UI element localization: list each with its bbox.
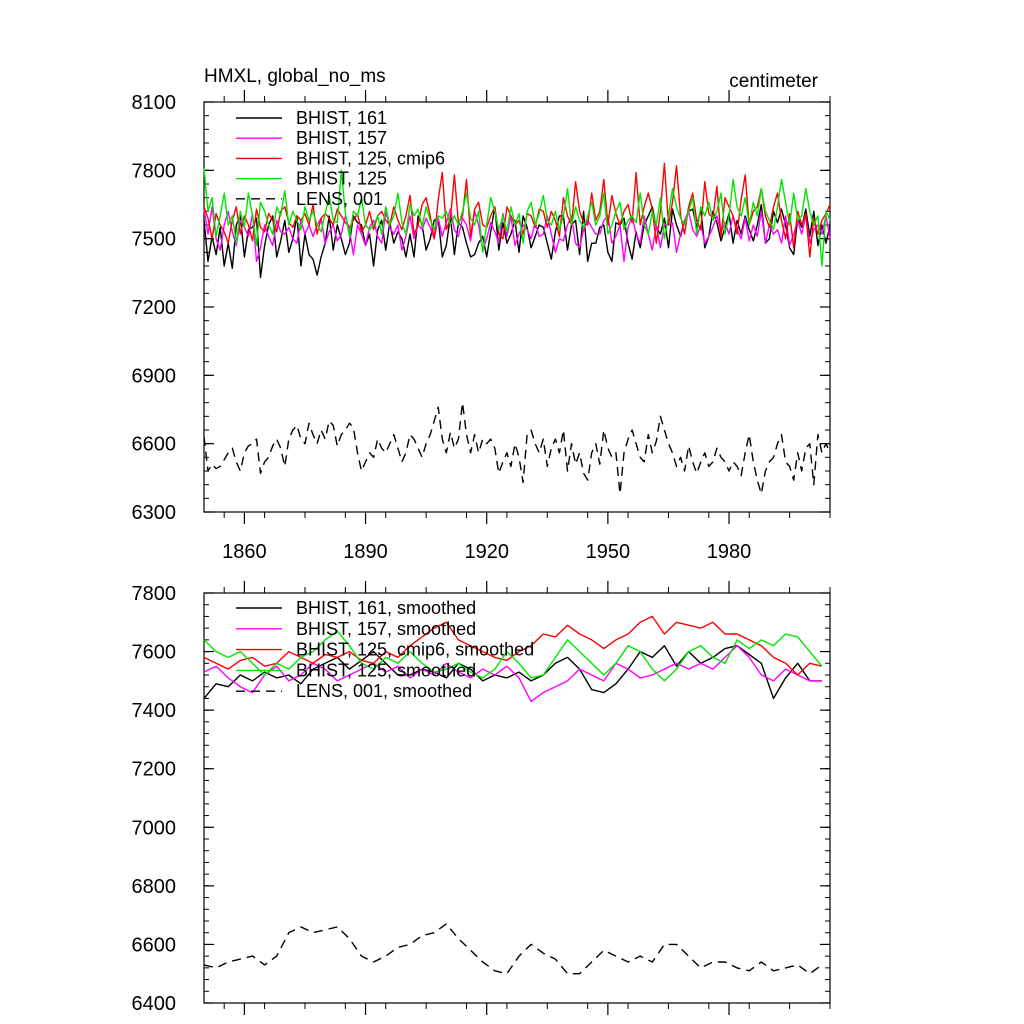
y-tick-label: 6600 xyxy=(132,934,177,956)
y-tick-label: 7000 xyxy=(132,817,177,839)
y-tick-label: 7800 xyxy=(132,160,177,182)
chart-title: HMXL, global_no_ms xyxy=(204,66,386,87)
series-line-bhist-161-smoothed xyxy=(203,645,822,700)
series-line-bhist-125-cmip6 xyxy=(203,162,831,258)
legend-label: BHIST, 157, smoothed xyxy=(296,619,476,639)
legend-label: BHIST, 161, smoothed xyxy=(296,598,476,618)
y-tick-label: 6600 xyxy=(132,434,177,456)
legend-label: BHIST, 125 xyxy=(296,169,387,189)
legend-label: BHIST, 157 xyxy=(296,128,387,148)
legend-label: BHIST, 125, cmip6, smoothed xyxy=(296,640,534,660)
legend-label: BHIST, 125, cmip6 xyxy=(296,148,445,168)
y-tick-label: 7400 xyxy=(132,700,177,722)
y-tick-label: 6400 xyxy=(132,993,177,1015)
y-tick-label: 7800 xyxy=(132,583,177,605)
plot-frame xyxy=(203,592,831,1004)
series-line-bhist-125-cmip6-smoothed xyxy=(203,615,823,676)
y-tick-label: 6800 xyxy=(132,876,177,898)
legend-label: LENS, 001 xyxy=(296,189,383,209)
legend-label: BHIST, 161 xyxy=(296,108,387,128)
x-tick-label: 1860 xyxy=(222,541,267,563)
x-tick-label: 1890 xyxy=(343,541,388,563)
bottom-panel: 6400 6600 6800 7000 7200 7400 7600 7800 BHIST, 1… xyxy=(132,581,831,1015)
y-tick-label: 7200 xyxy=(132,297,177,319)
y-tick-label: 7200 xyxy=(132,759,177,781)
y-tick-label: 7500 xyxy=(132,229,177,251)
series-line-bhist-157 xyxy=(203,206,831,263)
x-tick-label: 1950 xyxy=(586,541,631,563)
x-tick-label: 1920 xyxy=(464,541,509,563)
series-line-bhist-157-smoothed xyxy=(203,645,822,703)
y-tick-label: 6900 xyxy=(132,365,177,387)
series-line-bhist-125 xyxy=(203,168,831,267)
x-tick-label: 1980 xyxy=(707,541,752,563)
series-line-lens-001 xyxy=(203,402,831,495)
series-line-bhist-125-smoothed xyxy=(203,630,823,682)
legend-label: LENS, 001, smoothed xyxy=(296,681,472,701)
y-tick-label: 8100 xyxy=(132,92,177,114)
y-tick-label: 6300 xyxy=(132,502,177,524)
series-line-lens-001-smoothed xyxy=(203,923,823,975)
legend-label: BHIST, 125, smoothed xyxy=(296,660,476,680)
units-label: centimeter xyxy=(729,71,818,92)
y-tick-label: 7600 xyxy=(132,642,177,664)
top-panel: 6300 6600 6900 7200 7500 7800 8100 1860 1890 1920… xyxy=(132,90,831,563)
